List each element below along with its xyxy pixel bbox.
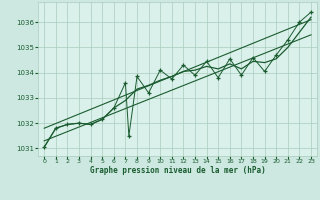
X-axis label: Graphe pression niveau de la mer (hPa): Graphe pression niveau de la mer (hPa) (90, 166, 266, 175)
